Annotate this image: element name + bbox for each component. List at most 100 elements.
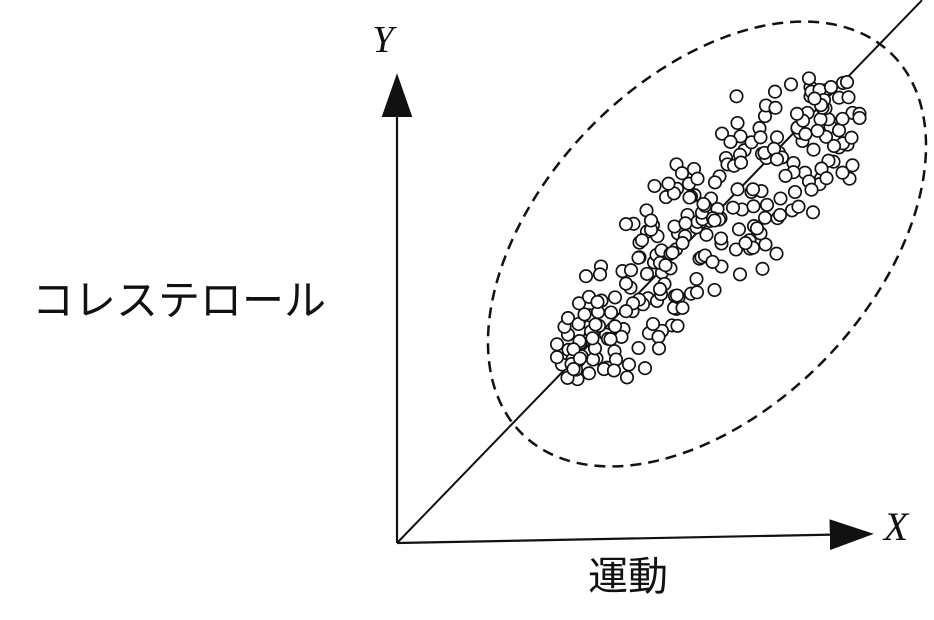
data-point (768, 100, 783, 115)
data-point (607, 319, 623, 334)
data-point (757, 210, 773, 225)
data-point (618, 276, 634, 291)
data-point (678, 216, 693, 231)
data-point (725, 200, 741, 215)
data-point (713, 231, 729, 246)
data-point (670, 318, 685, 333)
cloud-outline (486, 20, 928, 468)
data-point (769, 130, 785, 145)
data-point (592, 267, 608, 282)
data-point (651, 341, 667, 356)
data-point (801, 71, 817, 86)
data-point (658, 258, 673, 273)
data-point (852, 110, 867, 126)
data-point (845, 158, 860, 173)
data-point (783, 77, 799, 92)
data-point (607, 290, 623, 305)
data-point (618, 304, 634, 319)
data-point (753, 130, 768, 145)
data-point (831, 123, 847, 138)
data-point (675, 236, 690, 251)
data-point (631, 340, 646, 356)
data-point (549, 337, 565, 352)
data-point (723, 134, 738, 149)
data-point (577, 307, 592, 322)
data-point (645, 316, 661, 332)
data-point (651, 329, 666, 344)
data-point (759, 197, 775, 212)
data-point (813, 112, 828, 127)
data-point (755, 261, 770, 276)
data-point (730, 182, 745, 197)
data-point (621, 357, 637, 372)
data-point (618, 217, 634, 232)
data-point (731, 222, 747, 237)
data-point (806, 142, 821, 157)
data-point (705, 254, 720, 269)
data-point (637, 361, 653, 376)
data-point (689, 285, 705, 300)
data-point (669, 288, 685, 303)
data-point (566, 362, 581, 377)
data-point (730, 115, 745, 131)
data-point (603, 332, 618, 347)
data-point (728, 242, 744, 257)
data-point (746, 199, 761, 214)
data-point (572, 351, 588, 366)
data-point (590, 294, 605, 310)
data-point (696, 196, 711, 212)
y-axis-letter: Y (372, 19, 397, 61)
data-point (823, 80, 839, 95)
data-point (623, 263, 639, 278)
data-point (675, 300, 690, 315)
data-point (835, 165, 850, 180)
data-point (733, 155, 749, 170)
data-point (773, 191, 788, 206)
data-point (661, 176, 676, 191)
data-point (826, 138, 842, 154)
data-point (603, 305, 619, 320)
data-point (798, 127, 813, 142)
data-point (839, 75, 855, 90)
data-point (805, 205, 821, 220)
data-point (749, 221, 765, 236)
y-axis-title: コレステロール (32, 276, 326, 325)
data-point (588, 317, 603, 332)
data-point (841, 90, 856, 105)
x-axis (396, 519, 874, 551)
data-point (689, 271, 704, 287)
data-point (560, 311, 576, 326)
data-point (738, 236, 753, 251)
data-point (639, 266, 655, 281)
data-point (769, 246, 784, 261)
data-point (619, 370, 635, 385)
data-point (707, 175, 723, 190)
data-point (778, 168, 793, 183)
data-point (819, 171, 834, 186)
data-point (807, 91, 822, 106)
data-point (690, 171, 705, 186)
data-point (549, 350, 565, 365)
data-point (767, 84, 783, 99)
data-point (707, 282, 722, 298)
data-point (699, 227, 714, 242)
data-point (732, 267, 748, 282)
data-point (810, 123, 825, 138)
data-point (787, 184, 803, 200)
data-point (804, 182, 819, 197)
data-point (789, 106, 805, 121)
data-point (682, 190, 697, 205)
data-point (606, 363, 622, 378)
data-point (844, 130, 859, 145)
data-point (634, 233, 650, 248)
data-point (571, 296, 587, 311)
data-point (578, 269, 594, 284)
data-point (791, 199, 806, 214)
x-axis-title: 運動 (588, 554, 668, 600)
data-point (652, 282, 668, 297)
data-point (585, 331, 600, 346)
data-point (714, 126, 730, 141)
data-point (729, 89, 744, 104)
